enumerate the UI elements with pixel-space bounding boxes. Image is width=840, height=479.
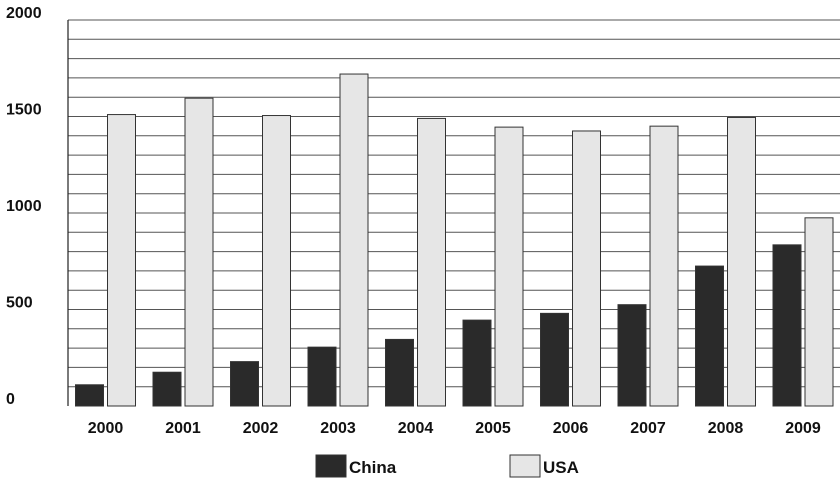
- y-tick-label: 1500: [6, 102, 42, 119]
- x-tick-label: 2008: [708, 420, 744, 437]
- legend-swatch-usa: [509, 454, 541, 478]
- bars: [75, 73, 834, 407]
- gridlines: [68, 19, 840, 388]
- legend-label-usa: USA: [543, 458, 579, 477]
- x-tick-label: 2002: [243, 420, 279, 437]
- bar-china-2000: [75, 384, 104, 407]
- x-tick-label: 2007: [630, 420, 666, 437]
- bar-china-2005: [462, 319, 492, 407]
- y-tick-label: 0: [6, 391, 15, 408]
- bar-china-2007: [617, 304, 647, 407]
- bar-usa-2004: [417, 117, 446, 407]
- legend-swatch-china: [315, 454, 347, 478]
- bar-china-2008: [695, 265, 724, 407]
- x-tick-label: 2000: [88, 420, 124, 437]
- legend-label-china: China: [349, 458, 397, 477]
- bar-usa-2001: [184, 97, 214, 407]
- bar-china-2004: [385, 338, 414, 407]
- x-tick-label: 2004: [398, 420, 434, 437]
- bar-usa-2009: [804, 217, 834, 407]
- x-tick-label: 2001: [165, 420, 201, 437]
- bar-usa-2006: [572, 130, 601, 407]
- bar-usa-2000: [107, 114, 136, 407]
- x-tick-label: 2006: [553, 420, 589, 437]
- bar-usa-2005: [494, 126, 524, 407]
- y-tick-label: 1000: [6, 198, 42, 215]
- bar-china-2001: [152, 371, 182, 407]
- bar-usa-2003: [339, 73, 369, 407]
- y-tick-label: 500: [6, 295, 33, 312]
- x-tick-label: 2003: [320, 420, 356, 437]
- y-tick-labels: 0 500 1000 1500 2000: [6, 5, 42, 408]
- bar-china-2002: [230, 361, 259, 407]
- x-tick-label: 2005: [475, 420, 511, 437]
- y-tick-label: 2000: [6, 5, 42, 22]
- bar-usa-2002: [262, 115, 291, 407]
- bar-china-2006: [540, 312, 569, 407]
- x-tick-label: 2009: [785, 420, 821, 437]
- bar-usa-2008: [727, 116, 756, 407]
- x-tick-labels: 2000 2001 2002 2003 2004 2005 2006 2007 2008 2009: [88, 420, 821, 437]
- bar-china-2003: [307, 346, 337, 407]
- bar-usa-2007: [649, 125, 679, 407]
- bar-china-2009: [772, 244, 802, 407]
- legend: China USA: [315, 454, 579, 478]
